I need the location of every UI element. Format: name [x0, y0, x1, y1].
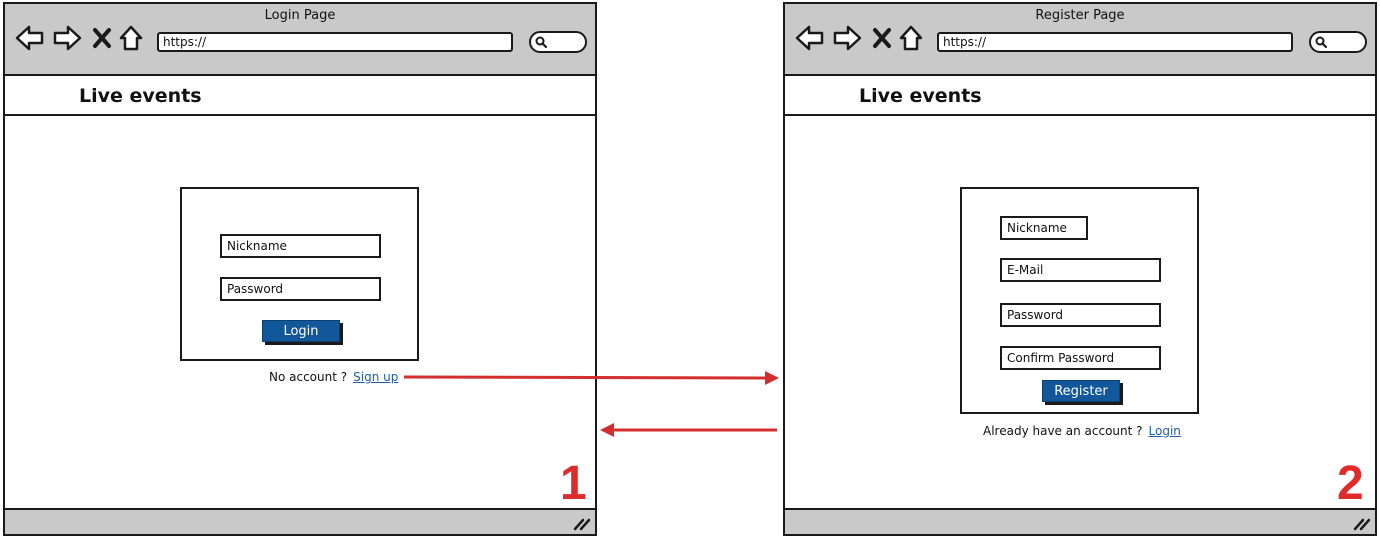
site-header: Live events — [785, 76, 1375, 116]
close-icon[interactable] — [872, 27, 892, 49]
register-form: Nickname E-Mail Password Confirm Passwor… — [960, 187, 1199, 414]
login-form: Nickname Password Login — [180, 187, 419, 361]
search-box[interactable] — [529, 31, 587, 53]
step-number: 2 — [1337, 457, 1364, 510]
already-have-account-text: Already have an account ? — [983, 424, 1143, 438]
register-browser-window: Register Page https:// Live events Nickn… — [783, 2, 1377, 536]
browser-statusbar — [5, 508, 595, 534]
browser-statusbar — [785, 508, 1375, 534]
browser-titlebar: Register Page https:// — [785, 4, 1375, 76]
search-icon — [1315, 36, 1328, 49]
nickname-field[interactable]: Nickname — [220, 234, 381, 258]
site-title: Live events — [79, 85, 202, 107]
home-icon[interactable] — [118, 24, 144, 52]
sign-up-link[interactable]: Sign up — [353, 370, 399, 384]
back-arrow-icon[interactable] — [15, 24, 45, 52]
url-bar[interactable]: https:// — [937, 32, 1293, 52]
window-title: Register Page — [1035, 8, 1125, 23]
login-browser-window: Login Page https:// Live events Nickname… — [3, 2, 597, 536]
url-text: https:// — [943, 35, 987, 49]
window-title: Login Page — [264, 8, 336, 23]
forward-arrow-icon[interactable] — [832, 24, 862, 52]
password-field[interactable]: Password — [1000, 303, 1161, 327]
browser-titlebar: Login Page https:// — [5, 4, 595, 76]
search-icon — [535, 36, 548, 49]
url-text: https:// — [163, 35, 207, 49]
home-icon[interactable] — [898, 24, 924, 52]
back-arrow-icon[interactable] — [795, 24, 825, 52]
nickname-field[interactable]: Nickname — [1000, 216, 1088, 240]
arrow-to-login — [600, 423, 777, 437]
site-header: Live events — [5, 76, 595, 116]
resize-grip-icon[interactable] — [573, 517, 591, 531]
search-box[interactable] — [1309, 31, 1367, 53]
step-number: 1 — [560, 457, 587, 510]
password-field[interactable]: Password — [220, 277, 381, 301]
signup-prompt: No account ? Sign up — [269, 370, 398, 384]
forward-arrow-icon[interactable] — [52, 24, 82, 52]
site-title: Live events — [859, 85, 982, 107]
url-bar[interactable]: https:// — [157, 32, 513, 52]
login-button[interactable]: Login — [262, 320, 340, 342]
login-link[interactable]: Login — [1148, 424, 1181, 438]
register-button[interactable]: Register — [1042, 380, 1120, 402]
no-account-text: No account ? — [269, 370, 348, 384]
arrow-to-register — [403, 371, 779, 385]
confirm-password-field[interactable]: Confirm Password — [1000, 346, 1161, 370]
resize-grip-icon[interactable] — [1353, 517, 1371, 531]
login-prompt: Already have an account ? Login — [983, 424, 1181, 438]
close-icon[interactable] — [92, 27, 112, 49]
email-field[interactable]: E-Mail — [1000, 258, 1161, 282]
